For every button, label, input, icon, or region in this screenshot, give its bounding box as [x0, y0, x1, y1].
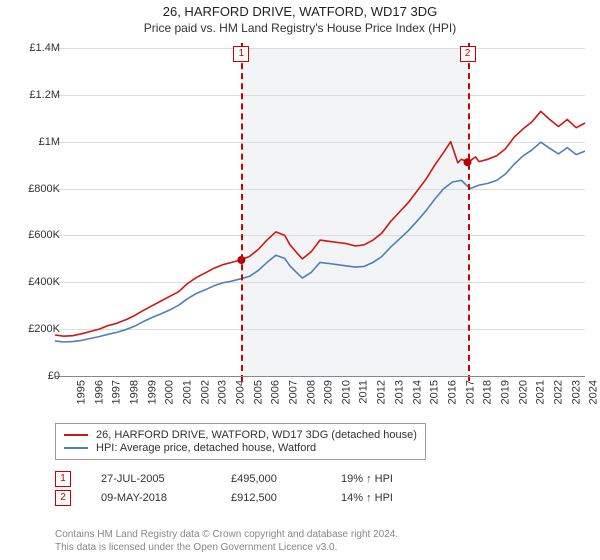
x-axis-tick: 1999 — [146, 380, 158, 404]
x-axis-tick: 2000 — [164, 380, 176, 404]
event-vline — [241, 43, 243, 381]
x-axis-tick: 2010 — [340, 380, 352, 404]
x-axis-tick: 2021 — [535, 380, 547, 404]
x-axis-tick: 2023 — [570, 380, 582, 404]
footer-line: This data is licensed under the Open Gov… — [55, 541, 586, 554]
x-axis-tick: 2011 — [357, 380, 369, 404]
legend-label: HPI: Average price, detached house, Watf… — [96, 442, 316, 454]
x-axis-tick: 2022 — [552, 380, 564, 404]
legend-item: 26, HARFORD DRIVE, WATFORD, WD17 3DG (de… — [64, 429, 417, 441]
event-price: £912,500 — [231, 492, 311, 504]
event-date: 09-MAY-2018 — [101, 492, 201, 504]
event-vline-label: 2 — [460, 46, 476, 62]
x-axis-tick: 2014 — [411, 380, 423, 404]
event-date: 27-JUL-2005 — [101, 473, 201, 485]
x-axis-tick: 2001 — [181, 380, 193, 404]
x-axis-tick: 2013 — [393, 380, 405, 404]
x-axis-tick: 2009 — [323, 380, 335, 404]
attribution-footer: Contains HM Land Registry data © Crown c… — [55, 528, 586, 554]
legend-item: HPI: Average price, detached house, Watf… — [64, 442, 417, 454]
event-pct: 19% ↑ HPI — [341, 473, 431, 485]
event-price: £495,000 — [231, 473, 311, 485]
x-axis-tick: 1996 — [93, 380, 105, 404]
legend-swatch — [64, 434, 88, 436]
x-axis-tick: 2004 — [234, 380, 246, 404]
x-axis-tick: 2015 — [429, 380, 441, 404]
x-axis-tick: 2005 — [252, 380, 264, 404]
footer-line: Contains HM Land Registry data © Crown c… — [55, 528, 586, 541]
event-row: 2 09-MAY-2018 £912,500 14% ↑ HPI — [55, 490, 586, 506]
y-axis-tick: £200K — [10, 323, 60, 335]
figure: 26, HARFORD DRIVE, WATFORD, WD17 3DG Pri… — [0, 0, 600, 560]
x-axis-tick: 2002 — [199, 380, 211, 404]
y-axis-tick: £1.4M — [10, 42, 60, 54]
chart-subtitle: Price paid vs. HM Land Registry's House … — [0, 21, 600, 35]
event-number: 1 — [55, 471, 71, 487]
x-axis-tick: 2012 — [376, 380, 388, 404]
x-axis-tick: 2024 — [588, 380, 600, 404]
x-axis-tick: 1995 — [75, 380, 87, 404]
x-axis-tick: 2008 — [305, 380, 317, 404]
y-axis-tick: £800K — [10, 183, 60, 195]
x-axis-tick: 2018 — [482, 380, 494, 404]
legend: 26, HARFORD DRIVE, WATFORD, WD17 3DG (de… — [55, 423, 426, 460]
legend-swatch — [64, 447, 88, 449]
y-axis-tick: £400K — [10, 276, 60, 288]
series-line — [55, 142, 585, 342]
y-axis-tick: £600K — [10, 229, 60, 241]
event-number: 2 — [55, 490, 71, 506]
event-vline-label: 1 — [233, 46, 249, 62]
x-axis-tick: 2019 — [499, 380, 511, 404]
x-axis-tick: 2006 — [270, 380, 282, 404]
event-table: 1 27-JUL-2005 £495,000 19% ↑ HPI 2 09-MAY-201… — [55, 468, 586, 509]
event-vline — [468, 43, 470, 381]
plot-area: 12 — [55, 48, 585, 376]
x-axis-tick: 2020 — [517, 380, 529, 404]
y-axis-tick: £0 — [10, 370, 60, 382]
x-axis-tick: 1998 — [128, 380, 140, 404]
series-line — [55, 111, 585, 336]
event-row: 1 27-JUL-2005 £495,000 19% ↑ HPI — [55, 471, 586, 487]
x-axis-tick: 1997 — [111, 380, 123, 404]
y-axis-tick: £1M — [10, 136, 60, 148]
x-axis-tick: 2017 — [464, 380, 476, 404]
x-axis-tick: 2003 — [217, 380, 229, 404]
chart-title: 26, HARFORD DRIVE, WATFORD, WD17 3DG — [0, 4, 600, 19]
event-pct: 14% ↑ HPI — [341, 492, 431, 504]
x-axis-tick: 2007 — [287, 380, 299, 404]
legend-label: 26, HARFORD DRIVE, WATFORD, WD17 3DG (de… — [96, 429, 417, 441]
y-axis-tick: £1.2M — [10, 89, 60, 101]
x-axis-tick: 2016 — [446, 380, 458, 404]
